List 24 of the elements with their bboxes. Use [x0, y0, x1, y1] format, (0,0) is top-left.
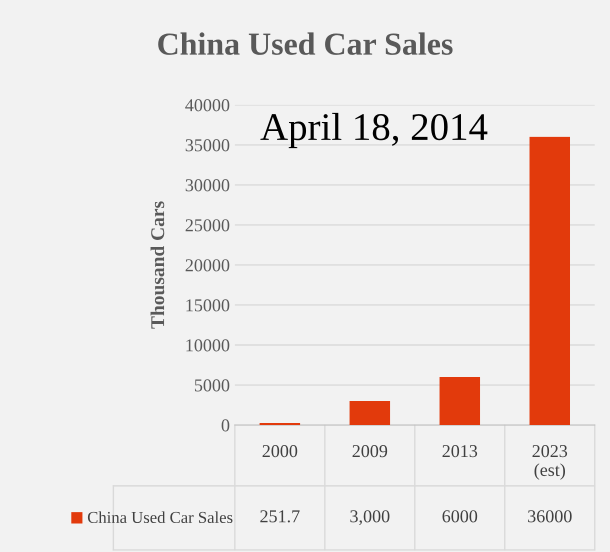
annotation: April 18, 2014 — [260, 112, 488, 148]
data-label: 36000 — [528, 510, 572, 522]
x-tick-label: 2000 — [262, 445, 298, 458]
data-label: 251.7 — [260, 510, 300, 522]
y-tick-label: 20000 — [186, 259, 230, 272]
y-tick-label: 5000 — [194, 379, 230, 392]
y-axis-title: Thousand Cars — [150, 201, 164, 329]
bar — [440, 377, 480, 426]
y-tick-label: 0 — [222, 419, 230, 432]
y-tick-label: 40000 — [185, 99, 230, 112]
data-label: 3,000 — [350, 510, 390, 526]
x-tick-label: 2023 (est) — [532, 445, 568, 480]
y-tick-label: 15000 — [186, 299, 230, 312]
data-label: 6000 — [442, 510, 478, 522]
y-tick-label: 10000 — [186, 339, 230, 352]
y-tick-label: 30000 — [186, 179, 230, 192]
y-tick-label: 35000 — [186, 139, 230, 152]
x-tick-label: 2009 — [352, 445, 388, 458]
bar — [530, 136, 570, 426]
x-tick-label: 2013 — [442, 445, 478, 458]
bar — [350, 401, 390, 426]
chart-title: China Used Car Sales — [158, 32, 453, 55]
legend-label: China Used Car Sales — [88, 511, 232, 524]
y-tick-label: 25000 — [186, 219, 230, 232]
